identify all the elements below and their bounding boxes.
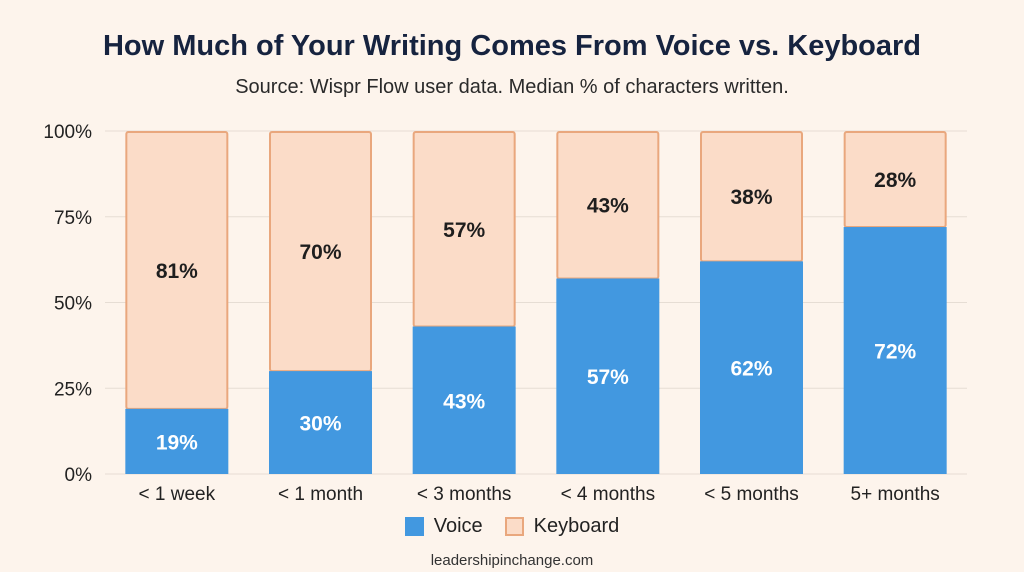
- y-tick-label: 100%: [43, 122, 92, 143]
- data-label-voice: 43%: [443, 390, 485, 413]
- data-label-keyboard: 81%: [156, 260, 198, 283]
- x-tick-label: 5+ months: [851, 484, 940, 505]
- bar-voice: [125, 408, 229, 474]
- legend: Voice Keyboard: [0, 515, 1024, 538]
- bar-voice: [843, 227, 947, 474]
- data-label-keyboard: 57%: [443, 219, 485, 242]
- data-label-voice: 30%: [299, 413, 341, 436]
- data-label-keyboard: 38%: [730, 186, 772, 209]
- data-label-voice: 72%: [874, 341, 916, 364]
- chart-subtitle: Source: Wispr Flow user data. Median % o…: [235, 76, 789, 98]
- y-tick-label: 75%: [54, 208, 92, 229]
- data-label-voice: 19%: [156, 431, 198, 454]
- x-tick-label: < 4 months: [561, 484, 656, 505]
- bar-voice: [556, 278, 660, 474]
- legend-label-keyboard: Keyboard: [533, 515, 620, 537]
- legend-item-keyboard: Keyboard: [504, 515, 620, 538]
- y-tick-label: 25%: [54, 379, 92, 400]
- x-tick-label: < 3 months: [417, 484, 512, 505]
- data-label-keyboard: 28%: [874, 169, 916, 192]
- data-label-keyboard: 43%: [587, 195, 629, 218]
- y-tick-label: 0%: [65, 465, 93, 486]
- legend-item-voice: Voice: [404, 515, 483, 538]
- data-label-voice: 57%: [587, 366, 629, 389]
- chart-title: How Much of Your Writing Comes From Voic…: [102, 30, 922, 62]
- bar-voice: [269, 371, 372, 474]
- x-tick-label: < 1 month: [278, 484, 363, 505]
- footer-credit: leadershipinchange.com: [430, 552, 594, 569]
- x-tick-label: < 1 week: [139, 484, 216, 505]
- x-tick-label: < 5 months: [704, 484, 799, 505]
- legend-swatch-keyboard: [504, 517, 524, 536]
- legend-swatch-voice: [404, 517, 424, 536]
- bar-voice: [700, 261, 803, 474]
- y-tick-label: 50%: [54, 294, 92, 315]
- bar-voice: [412, 326, 516, 474]
- data-label-keyboard: 70%: [299, 241, 341, 264]
- legend-label-voice: Voice: [433, 515, 483, 537]
- data-label-voice: 62%: [730, 358, 772, 381]
